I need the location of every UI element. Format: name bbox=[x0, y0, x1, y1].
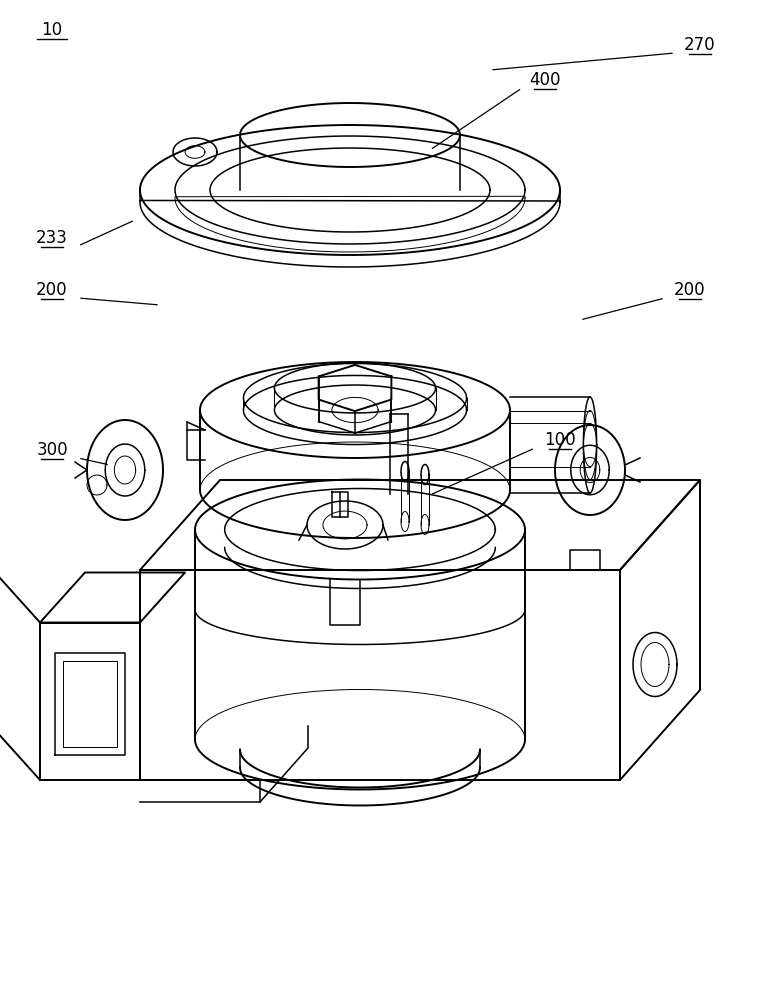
Text: 10: 10 bbox=[42, 21, 63, 39]
Text: 270: 270 bbox=[684, 36, 716, 54]
Text: 233: 233 bbox=[36, 229, 68, 247]
Text: 400: 400 bbox=[529, 71, 560, 89]
Text: 100: 100 bbox=[544, 431, 576, 449]
Text: 300: 300 bbox=[36, 441, 68, 459]
Text: 200: 200 bbox=[674, 281, 706, 299]
Text: 200: 200 bbox=[36, 281, 68, 299]
